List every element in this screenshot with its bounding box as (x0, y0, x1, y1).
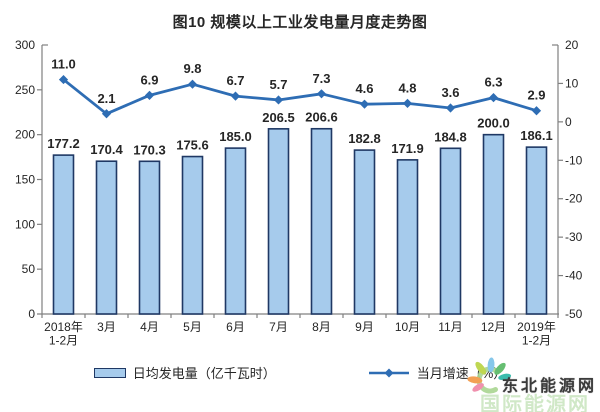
left-axis-tick-label: 250 (15, 83, 35, 97)
right-axis-tick-label: -30 (565, 230, 583, 244)
line-value-label: 2.9 (527, 88, 545, 103)
line-marker-diamond (359, 99, 370, 109)
bar (482, 133, 505, 315)
bar-value-label: 206.5 (262, 110, 295, 125)
line-marker-diamond (230, 91, 241, 101)
combo-bar-line-chart: 0 50 100 150 200 250 300 -50 -40 -30 -20 -10 0 10 20 20… (15, 38, 583, 348)
bar (138, 160, 161, 315)
line-series-swatch-icon (368, 368, 409, 377)
bar-value-label: 177.2 (47, 136, 80, 151)
line-marker-diamond (402, 98, 413, 109)
bar (181, 155, 204, 315)
bar (396, 159, 419, 315)
line-value-label: 3.6 (441, 85, 459, 100)
bar-value-label: 170.4 (90, 142, 123, 157)
line-value-label: 6.9 (140, 72, 158, 87)
line-marker-diamond (58, 74, 69, 85)
x-axis-category-label: 8月 (312, 320, 331, 334)
x-axis-category-label: 2019年 1-2月 (517, 320, 556, 348)
x-axis-category-label: 5月 (183, 320, 202, 334)
line-value-label: 4.8 (398, 80, 416, 95)
bar (525, 146, 548, 315)
bar-value-label: 171.9 (391, 141, 424, 156)
legend-item-bar-series: 日均发电量（亿千瓦时） (93, 363, 276, 382)
bar-value-label: 175.6 (176, 138, 209, 153)
left-axis-tick-label: 150 (15, 173, 35, 187)
bar-value-label: 170.3 (133, 142, 166, 157)
bar-value-label: 200.0 (477, 116, 510, 131)
chart-title: 图10 规模以上工业发电量月度走势图 (172, 14, 428, 31)
chart-legend: 日均发电量（亿千瓦时） 当月增速（%） (0, 363, 600, 382)
bar-value-label: 186.1 (520, 128, 553, 143)
right-axis-tick-label: 20 (565, 38, 579, 52)
bar-value-label: 206.6 (305, 110, 338, 125)
bar (267, 128, 290, 315)
legend-item-line-series: 当月增速（%） (368, 363, 507, 382)
bar-value-label: 184.8 (434, 129, 467, 144)
line-marker-diamond (445, 103, 456, 113)
x-axis-category-label: 11月 (438, 320, 462, 334)
line-value-label: 4.6 (355, 81, 373, 96)
left-axis-tick-label: 0 (28, 307, 35, 321)
right-axis-tick-label: -20 (565, 192, 583, 206)
right-axis-tick-label: -40 (565, 269, 583, 283)
bar (353, 149, 376, 315)
right-axis-tick-label: 10 (565, 76, 579, 90)
bar-series-swatch-icon (93, 367, 126, 378)
growth-line (62, 78, 537, 116)
right-axis-tick-label: -50 (565, 307, 583, 321)
line-value-label: 2.1 (97, 91, 115, 106)
line-marker-diamond (144, 90, 155, 100)
x-axis-category-label: 9月 (355, 320, 374, 334)
x-axis-category-label: 7月 (269, 320, 288, 334)
left-axis-tick-label: 50 (22, 262, 36, 276)
x-axis-category-label: 2018年 1-2月 (44, 320, 83, 348)
x-axis-category-label: 10月 (395, 320, 420, 334)
x-axis-category-label: 6月 (226, 320, 245, 334)
legend-label-line-series: 当月增速（%） (416, 366, 507, 381)
right-axis-tick-label: 0 (565, 115, 572, 129)
line-marker-diamond (531, 106, 542, 116)
bar (95, 160, 118, 315)
legend-label-bar-series: 日均发电量（亿千瓦时） (132, 366, 276, 381)
line-marker-diamond (187, 79, 198, 89)
line-value-label: 6.7 (226, 73, 244, 88)
line-marker-diamond (101, 109, 112, 119)
x-axis-category-label: 12月 (481, 320, 506, 334)
x-axis-category-label: 3月 (97, 320, 116, 334)
bar (52, 154, 75, 315)
right-axis-tick-label: -10 (565, 153, 583, 167)
bar (224, 147, 247, 315)
x-axis-category-label: 4月 (140, 320, 159, 334)
left-axis-tick-label: 100 (15, 217, 35, 231)
bar-value-label: 182.8 (348, 131, 381, 146)
bar (439, 147, 462, 315)
left-axis-tick-label: 300 (15, 38, 35, 52)
left-axis-tick-label: 200 (15, 128, 35, 142)
bar-value-label: 185.0 (219, 129, 252, 144)
line-marker-diamond (488, 93, 499, 103)
line-value-label: 9.8 (183, 61, 201, 76)
watermark-ghost-text: 国际能源网 (480, 394, 590, 412)
line-value-label: 6.3 (484, 75, 502, 90)
line-value-label: 7.3 (312, 71, 330, 86)
bar (310, 127, 333, 315)
line-marker-diamond (273, 95, 284, 105)
line-value-label: 11.0 (51, 57, 76, 72)
line-marker-diamond (316, 89, 327, 99)
line-value-label: 5.7 (269, 77, 287, 92)
